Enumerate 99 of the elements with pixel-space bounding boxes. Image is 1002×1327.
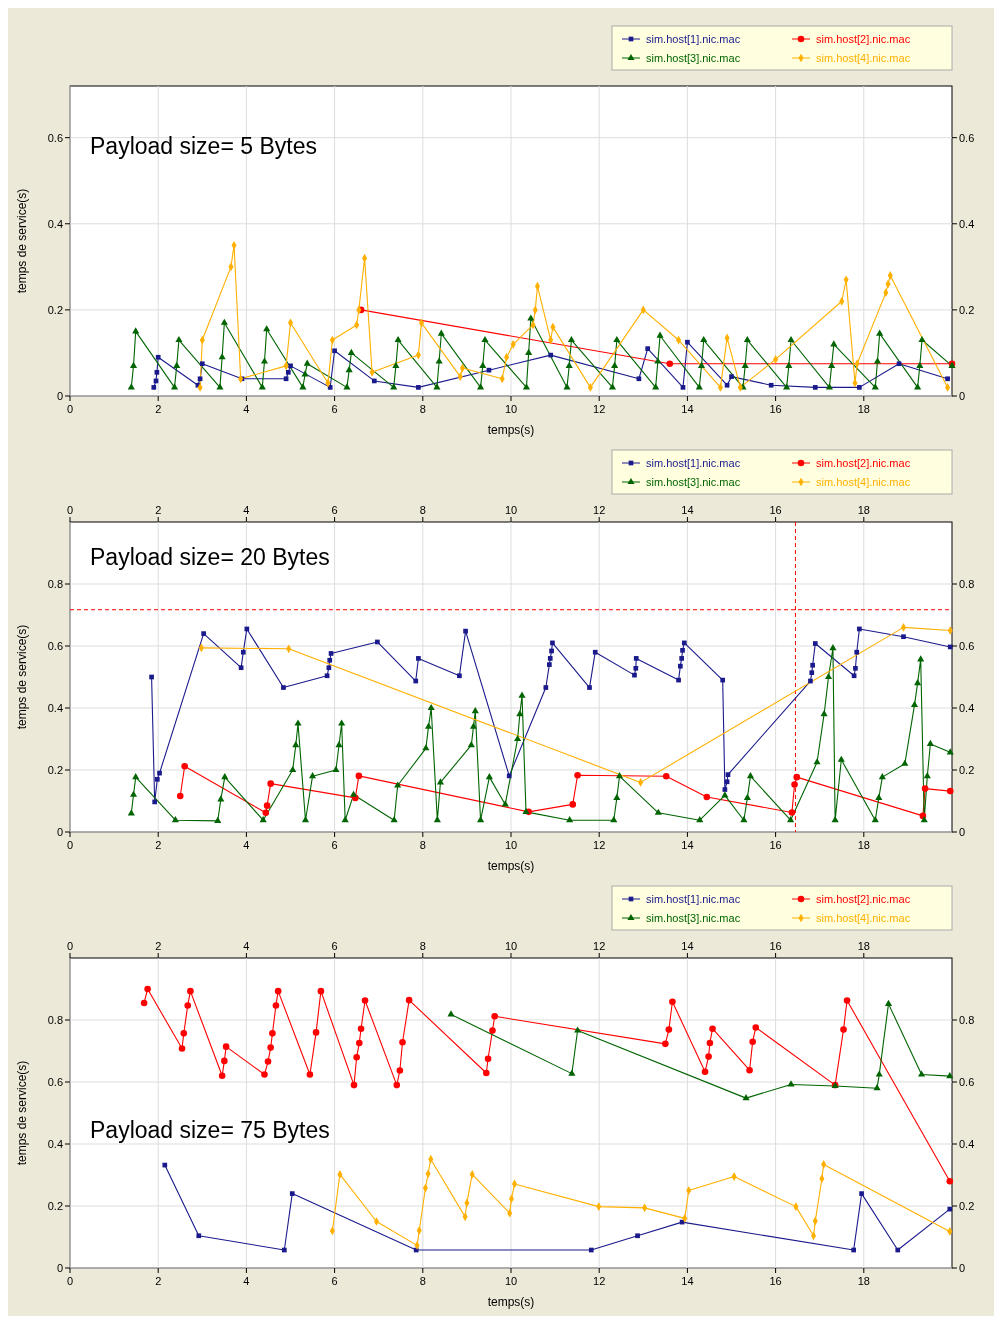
x2-tick-label: 6 <box>331 1275 338 1287</box>
legend-label: sim.host[4].nic.mac <box>816 51 911 64</box>
y-tick-label: 0 <box>56 1261 63 1274</box>
y2-tick-label: 0 <box>959 1261 966 1274</box>
x-tick-label: 12 <box>593 403 606 415</box>
y-tick-label: 0.6 <box>47 131 63 144</box>
legend-label: sim.host[3].nic.mac <box>646 51 741 64</box>
x-tick-label: 4 <box>243 403 250 415</box>
x2-tick-label: 4 <box>243 1275 250 1287</box>
x-tick-label: 6 <box>331 504 338 516</box>
y2-tick-label: 0.6 <box>959 131 975 144</box>
y2-tick-label: 0.8 <box>959 1013 975 1026</box>
x2-tick-label: 16 <box>769 1275 782 1287</box>
x-tick-label: 8 <box>419 940 426 952</box>
x-tick-label: 8 <box>419 504 426 516</box>
text: Payload size= 20 Bytes <box>90 544 330 571</box>
x2-tick-label: 10 <box>504 839 518 851</box>
y2-tick-label: 0.4 <box>959 1137 975 1150</box>
x2-tick-label: 14 <box>681 1275 694 1287</box>
x-axis-title: temps(s) <box>487 859 535 873</box>
y2-tick-label: 0.8 <box>959 577 975 590</box>
legend-label: sim.host[4].nic.mac <box>816 911 911 924</box>
y-axis-title: temps de service(s) <box>15 1060 29 1166</box>
y2-tick-label: 0.6 <box>959 1075 975 1088</box>
y-tick-label: 0.8 <box>47 577 63 590</box>
x-tick-label: 0 <box>66 940 74 952</box>
y2-tick-label: 0.4 <box>959 701 975 714</box>
y-tick-label: 0.2 <box>47 303 63 316</box>
x2-tick-label: 2 <box>155 1275 162 1287</box>
y2-tick-label: 0 <box>959 389 966 402</box>
x2-tick-label: 8 <box>419 839 426 851</box>
legend-label: sim.host[3].nic.mac <box>646 475 741 488</box>
x2-tick-label: 12 <box>593 839 606 851</box>
x-tick-label: 12 <box>593 940 606 952</box>
legend-label: sim.host[1].nic.mac <box>646 892 741 905</box>
x-tick-label: 10 <box>504 940 518 952</box>
y-tick-label: 0.2 <box>47 763 63 776</box>
x-tick-label: 0 <box>66 403 74 415</box>
x2-tick-label: 18 <box>857 1275 870 1287</box>
y-tick-label: 0.2 <box>47 1199 63 1212</box>
legend-label: sim.host[1].nic.mac <box>646 32 741 45</box>
text: Payload size= 75 Bytes <box>90 1116 330 1143</box>
y2-tick-label: 0.6 <box>959 639 975 652</box>
x2-tick-label: 16 <box>769 839 782 851</box>
x2-tick-label: 8 <box>419 1275 426 1287</box>
x2-tick-label: 10 <box>504 1275 518 1287</box>
x-tick-label: 14 <box>681 504 694 516</box>
x-tick-label: 12 <box>593 504 606 516</box>
legend-label: sim.host[4].nic.mac <box>816 475 911 488</box>
y2-tick-label: 0.2 <box>959 1199 975 1212</box>
x-tick-label: 14 <box>681 403 694 415</box>
x-tick-label: 2 <box>155 504 162 516</box>
y-tick-label: 0.6 <box>47 1075 63 1088</box>
x-tick-label: 16 <box>769 504 782 516</box>
y-tick-label: 0 <box>56 389 63 402</box>
text: Payload size= 5 Bytes <box>90 133 317 160</box>
x2-tick-label: 0 <box>66 839 74 851</box>
x2-tick-label: 6 <box>331 839 338 851</box>
y2-tick-label: 0.2 <box>959 303 975 316</box>
y-tick-label: 0.4 <box>47 701 63 714</box>
x-tick-label: 18 <box>857 940 870 952</box>
y-tick-label: 0.4 <box>47 1137 63 1150</box>
x-tick-label: 0 <box>66 504 74 516</box>
legend-label: sim.host[2].nic.mac <box>816 32 911 45</box>
y-tick-label: 0.6 <box>47 639 63 652</box>
x2-tick-label: 0 <box>66 1275 74 1287</box>
y2-tick-label: 0 <box>959 825 966 838</box>
x-tick-label: 4 <box>243 504 250 516</box>
x-tick-label: 2 <box>155 940 162 952</box>
x2-tick-label: 4 <box>243 839 250 851</box>
x-tick-label: 10 <box>504 403 518 415</box>
x-tick-label: 18 <box>857 504 870 516</box>
y-axis-title: temps de service(s) <box>15 624 29 730</box>
legend-label: sim.host[1].nic.mac <box>646 456 741 469</box>
x-tick-label: 18 <box>857 403 870 415</box>
x-tick-label: 14 <box>681 940 694 952</box>
x2-tick-label: 2 <box>155 839 162 851</box>
x-axis-title: temps(s) <box>487 423 535 437</box>
x-tick-label: 10 <box>504 504 518 516</box>
y2-tick-label: 0.4 <box>959 217 975 230</box>
y-tick-label: 0 <box>56 825 63 838</box>
y-tick-label: 0.8 <box>47 1013 63 1026</box>
x-axis-title: temps(s) <box>487 1295 535 1309</box>
legend-label: sim.host[3].nic.mac <box>646 911 741 924</box>
y2-tick-label: 0.2 <box>959 763 975 776</box>
x-tick-label: 8 <box>419 403 426 415</box>
x-tick-label: 16 <box>769 940 782 952</box>
x-tick-label: 16 <box>769 403 782 415</box>
x2-tick-label: 18 <box>857 839 870 851</box>
x-tick-label: 4 <box>243 940 250 952</box>
y-axis-title: temps de service(s) <box>15 188 29 294</box>
x-tick-label: 6 <box>331 940 338 952</box>
x-tick-label: 6 <box>331 403 338 415</box>
legend-label: sim.host[2].nic.mac <box>816 456 911 469</box>
y-tick-label: 0.4 <box>47 217 63 230</box>
x2-tick-label: 12 <box>593 1275 606 1287</box>
x2-tick-label: 14 <box>681 839 694 851</box>
x-tick-label: 2 <box>155 403 162 415</box>
legend-label: sim.host[2].nic.mac <box>816 892 911 905</box>
